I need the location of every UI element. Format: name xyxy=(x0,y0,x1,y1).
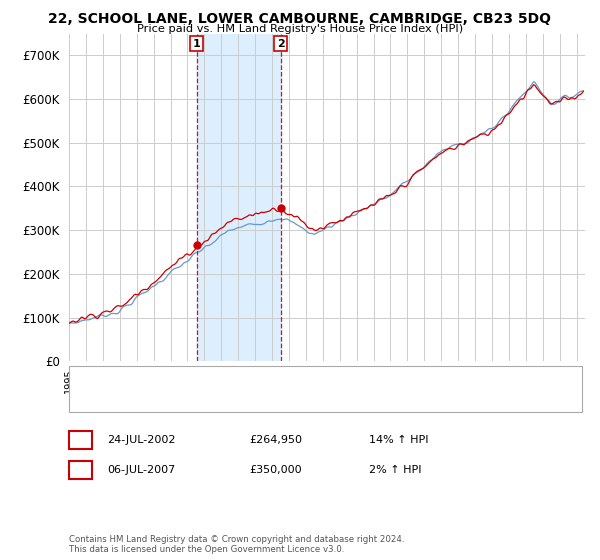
Text: 2: 2 xyxy=(76,464,85,477)
Text: 22, SCHOOL LANE, LOWER CAMBOURNE, CAMBRIDGE, CB23 5DQ: 22, SCHOOL LANE, LOWER CAMBOURNE, CAMBRI… xyxy=(49,12,551,26)
Text: Price paid vs. HM Land Registry's House Price Index (HPI): Price paid vs. HM Land Registry's House … xyxy=(137,24,463,34)
Text: 2% ↑ HPI: 2% ↑ HPI xyxy=(369,465,421,475)
Text: Contains HM Land Registry data © Crown copyright and database right 2024.
This d: Contains HM Land Registry data © Crown c… xyxy=(69,535,404,554)
Text: 22, SCHOOL LANE, LOWER CAMBOURNE, CAMBRIDGE, CB23 5DQ (detached house): 22, SCHOOL LANE, LOWER CAMBOURNE, CAMBRI… xyxy=(117,374,502,383)
Text: HPI: Average price, detached house, South Cambridgeshire: HPI: Average price, detached house, Sout… xyxy=(117,394,392,403)
Text: 1: 1 xyxy=(76,433,85,446)
Text: 1: 1 xyxy=(193,39,200,49)
Text: 2: 2 xyxy=(277,39,284,49)
Text: 24-JUL-2002: 24-JUL-2002 xyxy=(107,435,175,445)
Text: 06-JUL-2007: 06-JUL-2007 xyxy=(107,465,175,475)
Bar xyxy=(197,34,281,361)
Text: £264,950: £264,950 xyxy=(249,435,302,445)
Text: 14% ↑ HPI: 14% ↑ HPI xyxy=(369,435,428,445)
Text: £350,000: £350,000 xyxy=(249,465,302,475)
